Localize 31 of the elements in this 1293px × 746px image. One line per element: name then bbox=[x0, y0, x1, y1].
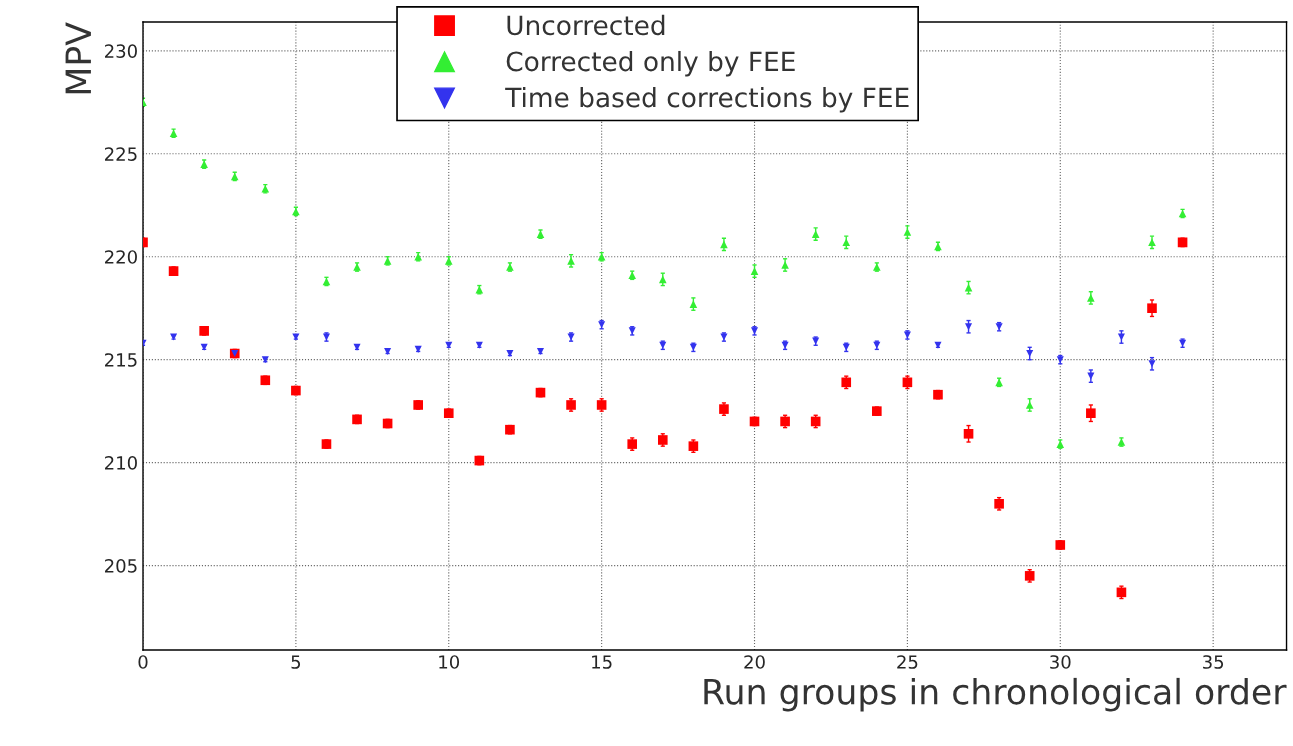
legend-label: Uncorrected bbox=[507, 14, 665, 36]
point bbox=[168, 266, 179, 276]
y-tick-label: 205 bbox=[105, 559, 137, 573]
point bbox=[443, 408, 454, 419]
y-tick-label: 220 bbox=[105, 250, 137, 264]
point bbox=[1148, 360, 1156, 368]
point bbox=[567, 257, 575, 265]
point bbox=[1147, 303, 1157, 314]
x-tick-label: 30 bbox=[1050, 655, 1071, 669]
x-tick-label: 35 bbox=[1203, 655, 1224, 669]
x-tick-label: 15 bbox=[592, 655, 612, 669]
x-tick-label: 25 bbox=[897, 655, 918, 669]
y-axis-title: MPV bbox=[65, 22, 91, 94]
point bbox=[1025, 401, 1034, 409]
y-tick-label: 230 bbox=[105, 44, 137, 58]
y-tick-label: 225 bbox=[105, 147, 137, 161]
x-tick-label: 20 bbox=[744, 655, 765, 669]
legend-label: Corrected only by FEE bbox=[506, 50, 795, 77]
point bbox=[1086, 408, 1096, 419]
y-tick-label: 210 bbox=[105, 456, 137, 470]
point bbox=[658, 275, 667, 284]
x-tick-label: 10 bbox=[439, 655, 460, 669]
x-axis-title: Run groups in chronological order bbox=[704, 677, 1287, 712]
legend-label: Time based corrections by FEE bbox=[505, 87, 909, 113]
point bbox=[965, 323, 973, 331]
point bbox=[199, 326, 209, 336]
point bbox=[963, 428, 974, 439]
x-tick-label: 0 bbox=[138, 655, 148, 669]
point bbox=[842, 238, 851, 247]
x-tick-label: 5 bbox=[291, 655, 301, 669]
y-tick-label: 215 bbox=[105, 353, 137, 367]
